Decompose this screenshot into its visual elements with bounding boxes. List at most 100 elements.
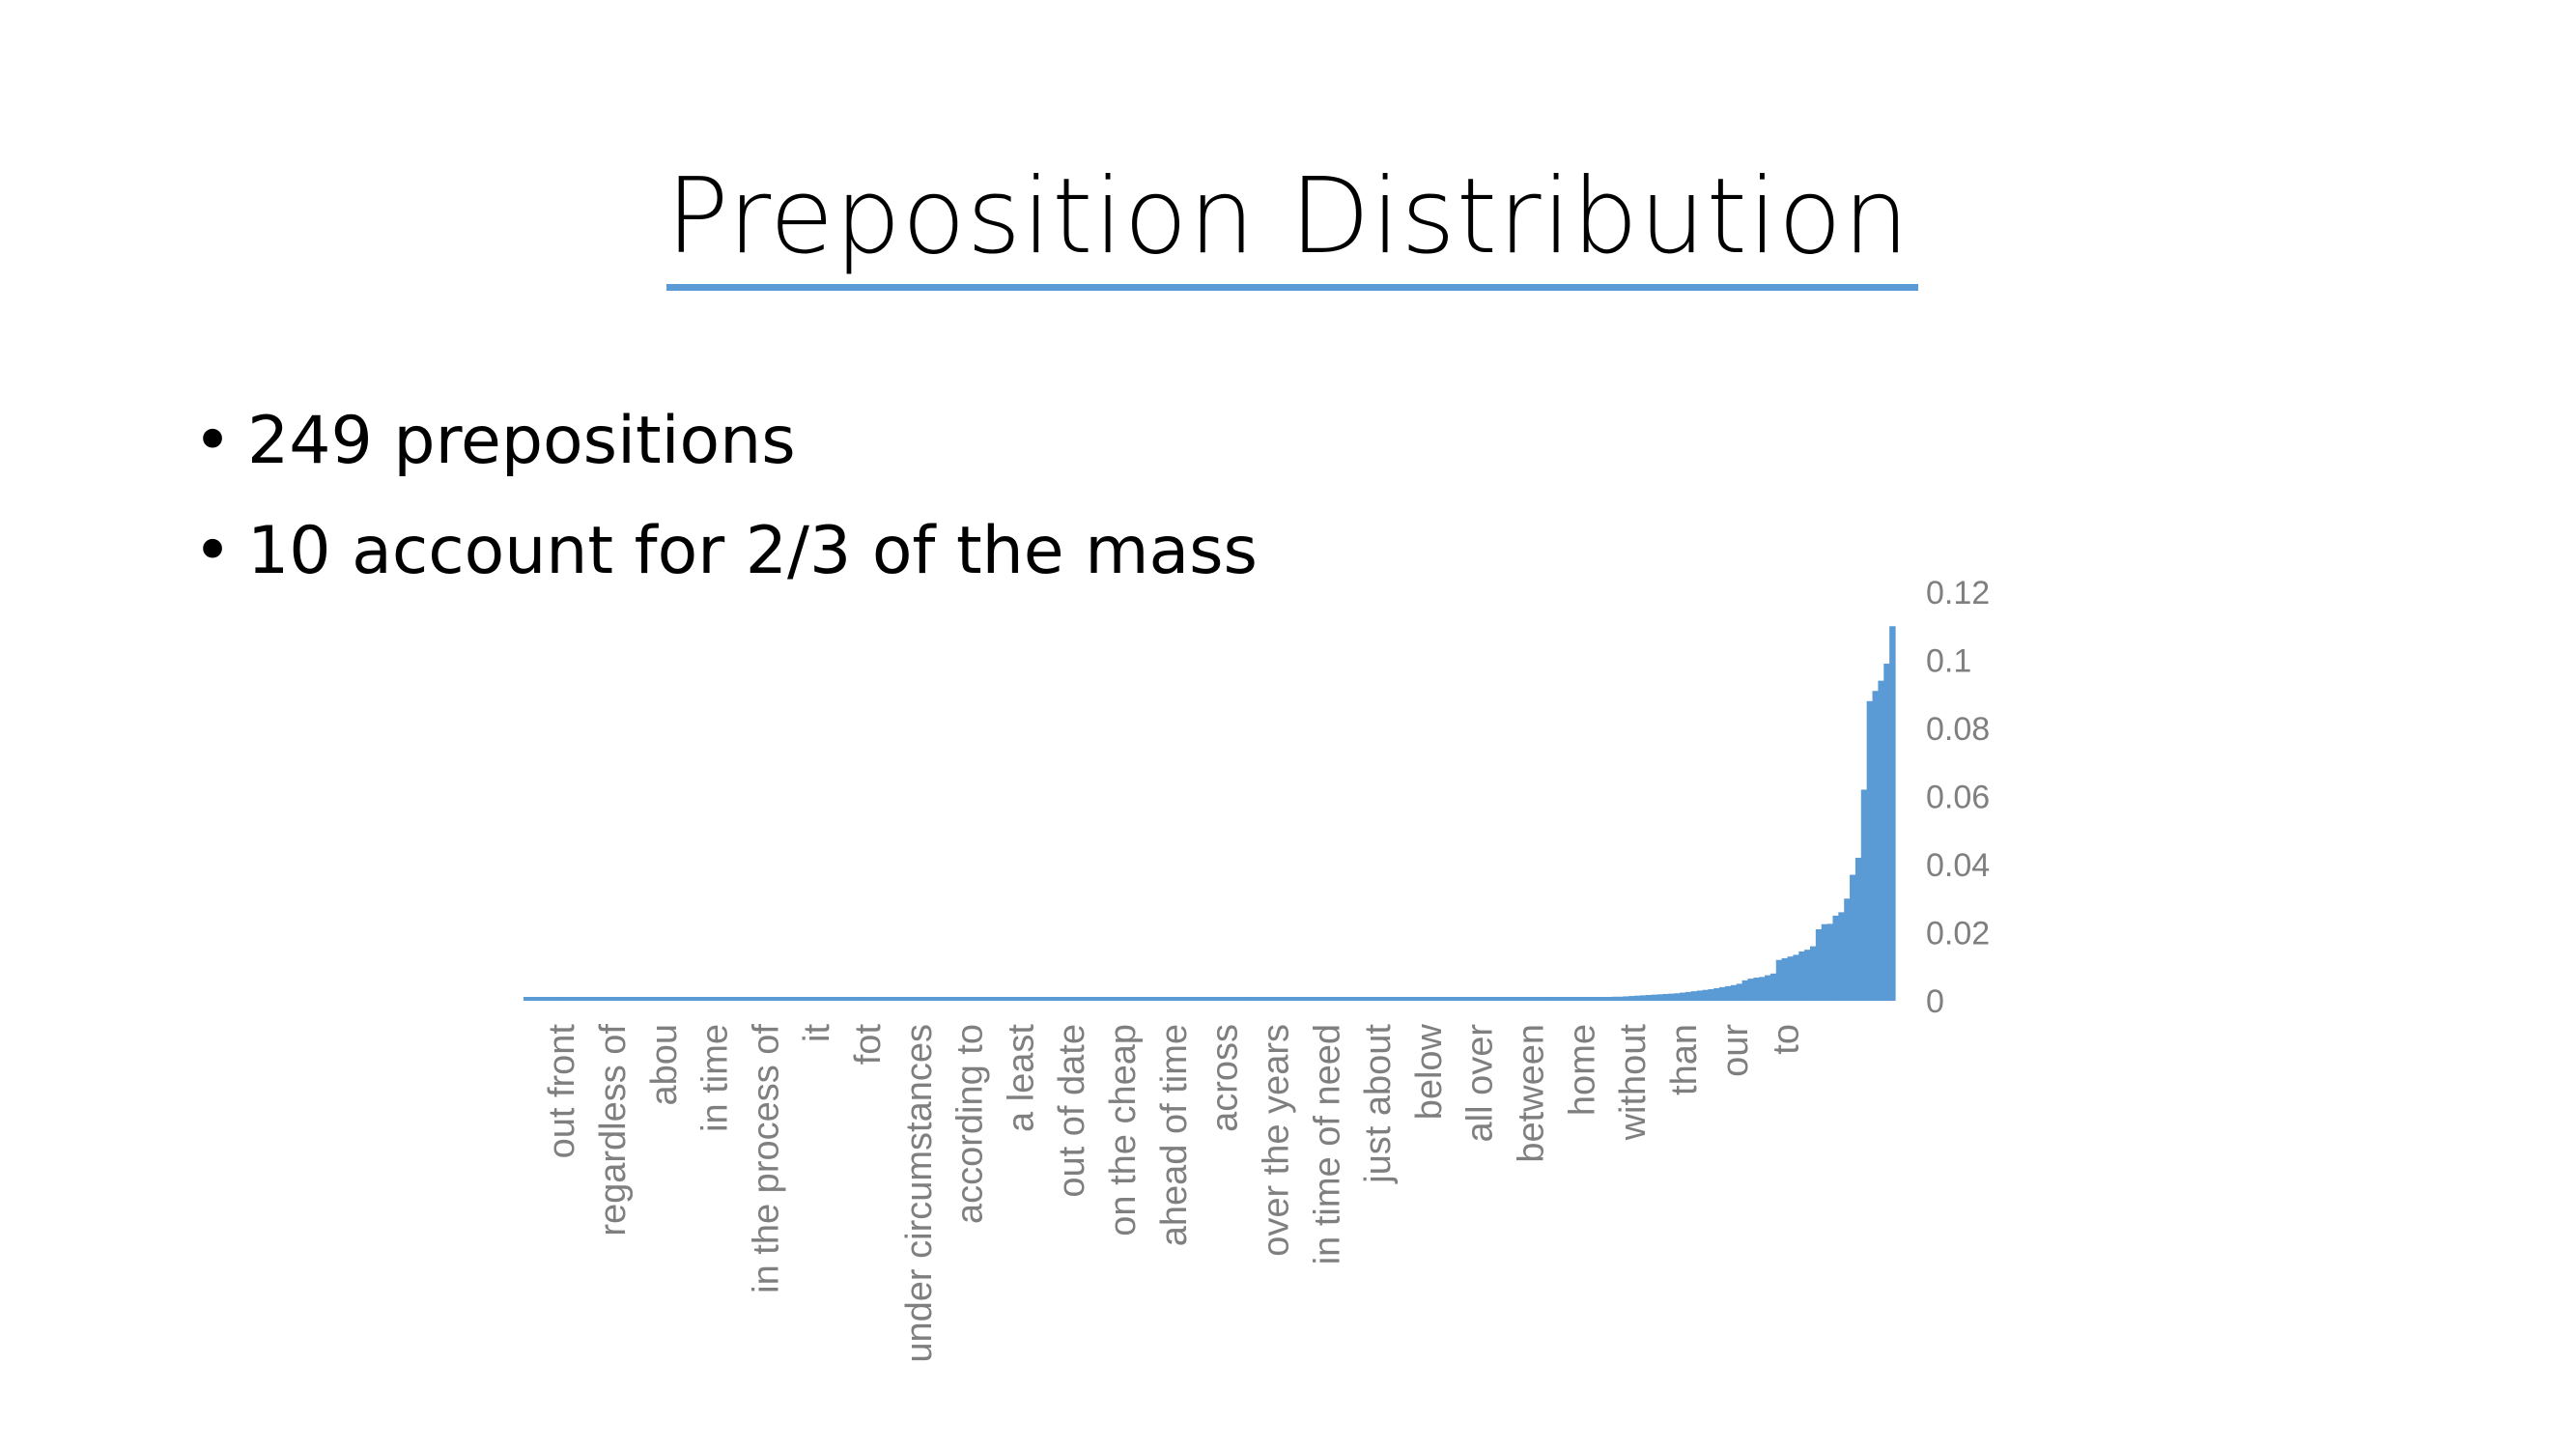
bar: [1713, 987, 1720, 1001]
bar: [1736, 983, 1743, 1002]
x-tick-label: out front: [542, 1024, 582, 1159]
bar: [1005, 997, 1012, 1001]
bar: [1079, 997, 1086, 1001]
bar: [1599, 997, 1607, 1001]
bar: [1384, 997, 1392, 1001]
bar: [670, 997, 678, 1001]
slide-title: Preposition Distribution: [665, 156, 1911, 277]
bar: [738, 997, 746, 1001]
x-tick-label: ahead of time: [1154, 1024, 1195, 1246]
bar: [1668, 993, 1675, 1001]
bar: [1237, 997, 1244, 1001]
bar: [1554, 997, 1562, 1001]
bar: [1249, 997, 1256, 1001]
bar: [994, 997, 1001, 1001]
bar: [1316, 997, 1323, 1001]
bar: [999, 997, 1006, 1001]
bar: [1747, 979, 1754, 1001]
x-tick-label: between: [1512, 1024, 1552, 1163]
bar: [1192, 997, 1199, 1001]
bar: [1056, 997, 1063, 1001]
bar: [812, 997, 819, 1001]
bar: [1413, 997, 1420, 1001]
bar: [988, 997, 995, 1001]
x-tick-label: than: [1664, 1024, 1705, 1095]
bar: [903, 997, 910, 1001]
bar: [1589, 997, 1596, 1001]
bar: [829, 997, 836, 1001]
bar: [574, 997, 581, 1001]
bar: [1577, 997, 1584, 1001]
bar: [727, 997, 734, 1001]
bar: [1226, 997, 1233, 1001]
bar: [925, 997, 933, 1001]
bar: [914, 997, 921, 1001]
bar: [1532, 997, 1539, 1001]
bar: [1730, 984, 1738, 1001]
bar: [1549, 997, 1556, 1001]
bar: [1809, 946, 1817, 1001]
bar: [1345, 997, 1352, 1001]
bar: [1407, 997, 1414, 1001]
bar: [733, 997, 740, 1001]
bar: [1850, 874, 1856, 1001]
y-tick-label: 0.12: [1926, 575, 1990, 611]
bullet-text: 249 prepositions: [247, 403, 796, 479]
bar: [1639, 995, 1647, 1001]
bar: [1765, 975, 1771, 1001]
bar: [852, 997, 859, 1001]
bar: [1294, 997, 1301, 1001]
x-tick-label: regardless of: [593, 1024, 634, 1236]
bar: [1815, 928, 1823, 1001]
bar: [1651, 994, 1658, 1001]
bar: [625, 997, 633, 1001]
bar: [568, 997, 576, 1001]
y-axis-ticks: 0 0.02 0.04 0.06 0.08 0.1 0.12: [1926, 575, 1990, 1020]
bar: [682, 997, 689, 1001]
bar: [863, 997, 870, 1001]
bar: [1481, 997, 1488, 1001]
bar-series: [524, 626, 1896, 1002]
bar: [965, 997, 973, 1001]
bar: [1254, 997, 1261, 1001]
bar: [1878, 680, 1884, 1001]
bar: [1469, 997, 1477, 1001]
bar: [1062, 997, 1068, 1001]
bar: [716, 997, 722, 1001]
bar: [1016, 997, 1023, 1001]
bar: [1311, 997, 1318, 1001]
bar: [858, 997, 864, 1001]
bar: [886, 997, 893, 1001]
x-tick-label: our: [1715, 1024, 1756, 1077]
bar: [937, 997, 944, 1001]
bar: [1401, 997, 1408, 1001]
bar: [795, 997, 803, 1001]
bar: [1656, 994, 1664, 1001]
x-tick-label: across: [1205, 1024, 1246, 1132]
bar: [710, 997, 718, 1001]
bar: [1844, 898, 1851, 1001]
bar: [1453, 997, 1459, 1001]
bar: [1571, 997, 1579, 1001]
bar: [1684, 991, 1692, 1001]
bar: [767, 997, 774, 1001]
bar: [874, 997, 882, 1001]
bar: [1396, 997, 1403, 1001]
bar: [1180, 997, 1188, 1001]
bar: [953, 997, 961, 1001]
x-tick-label: fot: [848, 1024, 889, 1065]
bar: [1209, 997, 1216, 1001]
bar: [1475, 997, 1483, 1001]
bar: [1769, 973, 1777, 1001]
bar: [1759, 977, 1766, 1001]
bar: [1702, 989, 1709, 1001]
bar: [1826, 923, 1834, 1001]
bar: [892, 997, 898, 1001]
bar: [1113, 997, 1119, 1001]
bar: [1514, 997, 1522, 1001]
bar: [1260, 997, 1267, 1001]
bar: [977, 997, 983, 1001]
bar: [1435, 997, 1443, 1001]
bar: [1775, 959, 1783, 1001]
bar: [1617, 996, 1624, 1001]
